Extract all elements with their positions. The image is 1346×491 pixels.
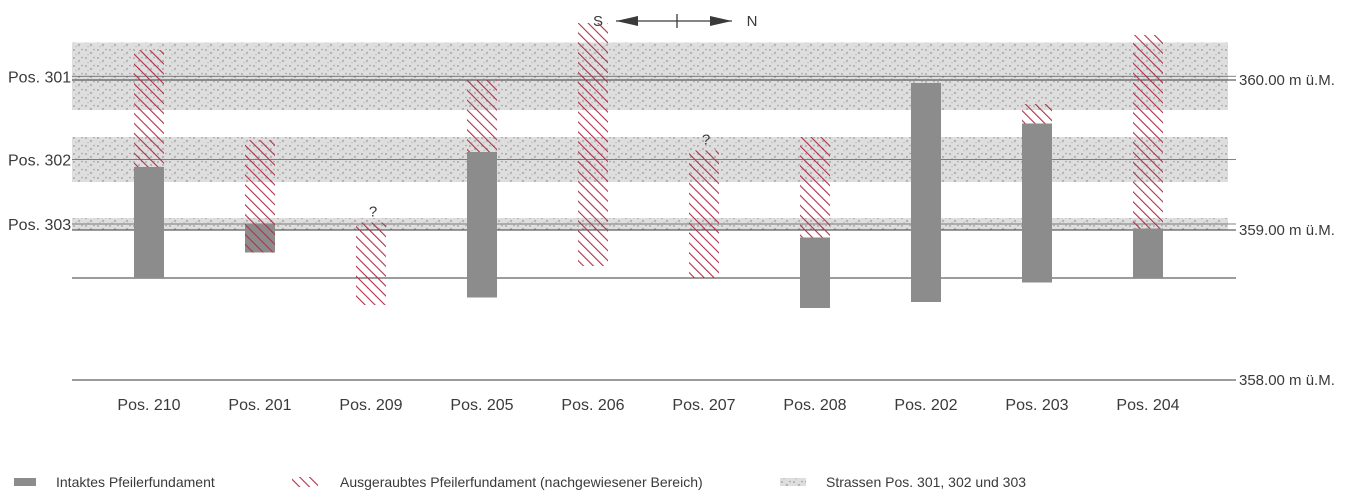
legend-intact-label: Intaktes Pfeilerfundament	[56, 474, 215, 490]
elevation-label-3: 358.00 m ü.M.	[1239, 372, 1335, 389]
uncertain-marker: ?	[702, 132, 710, 149]
pillar-label: Pos. 205	[450, 397, 513, 414]
pillar-pos-203	[1022, 104, 1052, 283]
pillar-pos-204	[1133, 35, 1163, 278]
pillar-excavated-segment	[467, 80, 497, 152]
elevation-label-1: 360.00 m ü.M.	[1239, 72, 1335, 89]
pillar-excavated-segment	[1133, 35, 1163, 229]
pillar-label: Pos. 207	[672, 397, 735, 414]
pillar-pos-201	[245, 140, 275, 253]
pillar-pos-205	[467, 80, 497, 298]
pillar-label: Pos. 204	[1116, 397, 1179, 414]
pillar-intact-segment	[134, 167, 164, 278]
pillar-intact-segment	[911, 83, 941, 302]
pillar-excavated-segment	[800, 137, 830, 238]
pillar-label: Pos. 201	[228, 397, 291, 414]
pillar-intact-segment	[1133, 228, 1163, 278]
pillar-pos-210	[134, 50, 164, 278]
legend-excavated-swatch	[292, 477, 318, 487]
pillar-label: Pos. 209	[339, 397, 402, 414]
pillar-pos-206	[578, 23, 608, 266]
pillar-excavated-segment	[134, 50, 164, 167]
legend-excavated-label: Ausgeraubtes Pfeilerfundament (nachgewie…	[340, 474, 703, 490]
pillar-label: Pos. 208	[783, 397, 846, 414]
pillar-excavated-segment	[689, 150, 719, 278]
road-label-3: Pos. 303	[8, 217, 71, 234]
arrow-right-icon	[710, 16, 732, 26]
pillar-excavated-segment	[1022, 104, 1052, 124]
elevation-label-2: 359.00 m ü.M.	[1239, 222, 1335, 239]
pillar-pos-202	[911, 83, 941, 302]
pillar-excavated-segment	[356, 222, 386, 305]
compass-north-label: N	[747, 13, 758, 30]
pillar-label: Pos. 206	[561, 397, 624, 414]
labels-layer: Pos. 210 Pos. 201 Pos. 209 Pos. 205 Pos. 206…	[117, 397, 1179, 414]
legend-road-label: Strassen Pos. 301, 302 und 303	[826, 474, 1026, 490]
compass-south-label: S	[593, 13, 603, 30]
pillar-label: Pos. 210	[117, 397, 180, 414]
pillars-layer: ??	[134, 23, 1163, 308]
pillar-label: Pos. 202	[894, 397, 957, 414]
legend: Intaktes Pfeilerfundament Ausgeraubtes P…	[14, 474, 1026, 490]
pillar-intact-segment	[467, 152, 497, 298]
pillar-pos-207: ?	[689, 132, 719, 278]
pillar-excavated-segment	[578, 23, 608, 266]
uncertain-marker: ?	[369, 204, 377, 221]
road-label-1: Pos. 301	[8, 69, 71, 86]
pillar-intact-segment	[800, 237, 830, 308]
legend-intact-swatch	[14, 478, 36, 486]
pillar-excavated-segment	[245, 140, 275, 253]
legend-road-swatch	[780, 478, 806, 486]
arrow-left-icon	[616, 16, 638, 26]
pillar-pos-208	[800, 137, 830, 308]
pillar-intact-segment	[1022, 123, 1052, 283]
pillar-label: Pos. 203	[1005, 397, 1068, 414]
pillar-pos-209: ?	[356, 204, 386, 305]
road-label-2: Pos. 302	[8, 153, 71, 170]
compass: S N	[593, 13, 757, 30]
